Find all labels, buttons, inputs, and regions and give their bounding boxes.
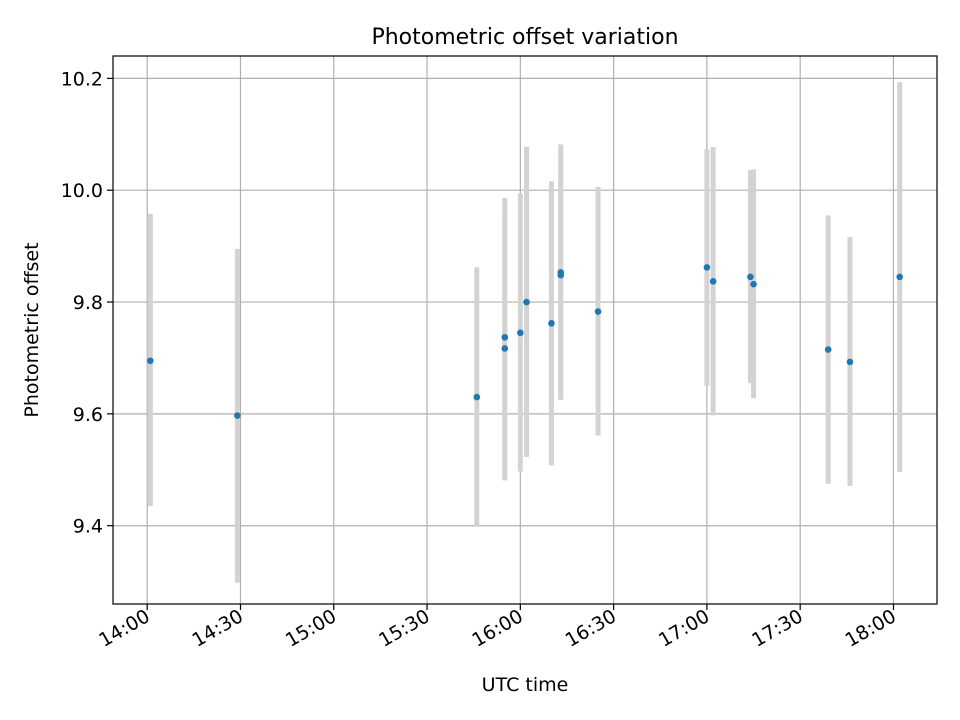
data-point [824, 346, 832, 353]
data-point [750, 280, 757, 288]
y-tick-label: 9.4 [73, 516, 103, 538]
data-point [709, 278, 717, 285]
data-point [501, 345, 509, 352]
plot-frame [112, 55, 938, 605]
data-point [594, 308, 602, 315]
y-tick-label: 9.6 [73, 404, 103, 426]
data-point [517, 329, 524, 337]
x-axis-label: UTC time [482, 674, 569, 696]
data-point [557, 271, 565, 279]
data-point [896, 273, 903, 281]
y-axis-label: Photometric offset [21, 242, 43, 417]
data-point [846, 358, 854, 366]
data-point [234, 412, 241, 419]
y-tick-label: 10.0 [61, 180, 103, 202]
y-axis: 9.4 9.6 9.8 10.0 10.2 [61, 68, 113, 538]
data-point [523, 298, 530, 306]
y-tick-label: 9.8 [73, 292, 103, 314]
data-point [501, 333, 509, 341]
data-point [747, 273, 754, 281]
data-point [147, 357, 154, 365]
data-point [473, 393, 481, 401]
chart-title: Photometric offset variation [371, 25, 678, 50]
data-points [147, 264, 903, 419]
data-point [548, 319, 555, 327]
y-tick-label: 10.2 [61, 68, 103, 90]
data-point [703, 264, 711, 271]
